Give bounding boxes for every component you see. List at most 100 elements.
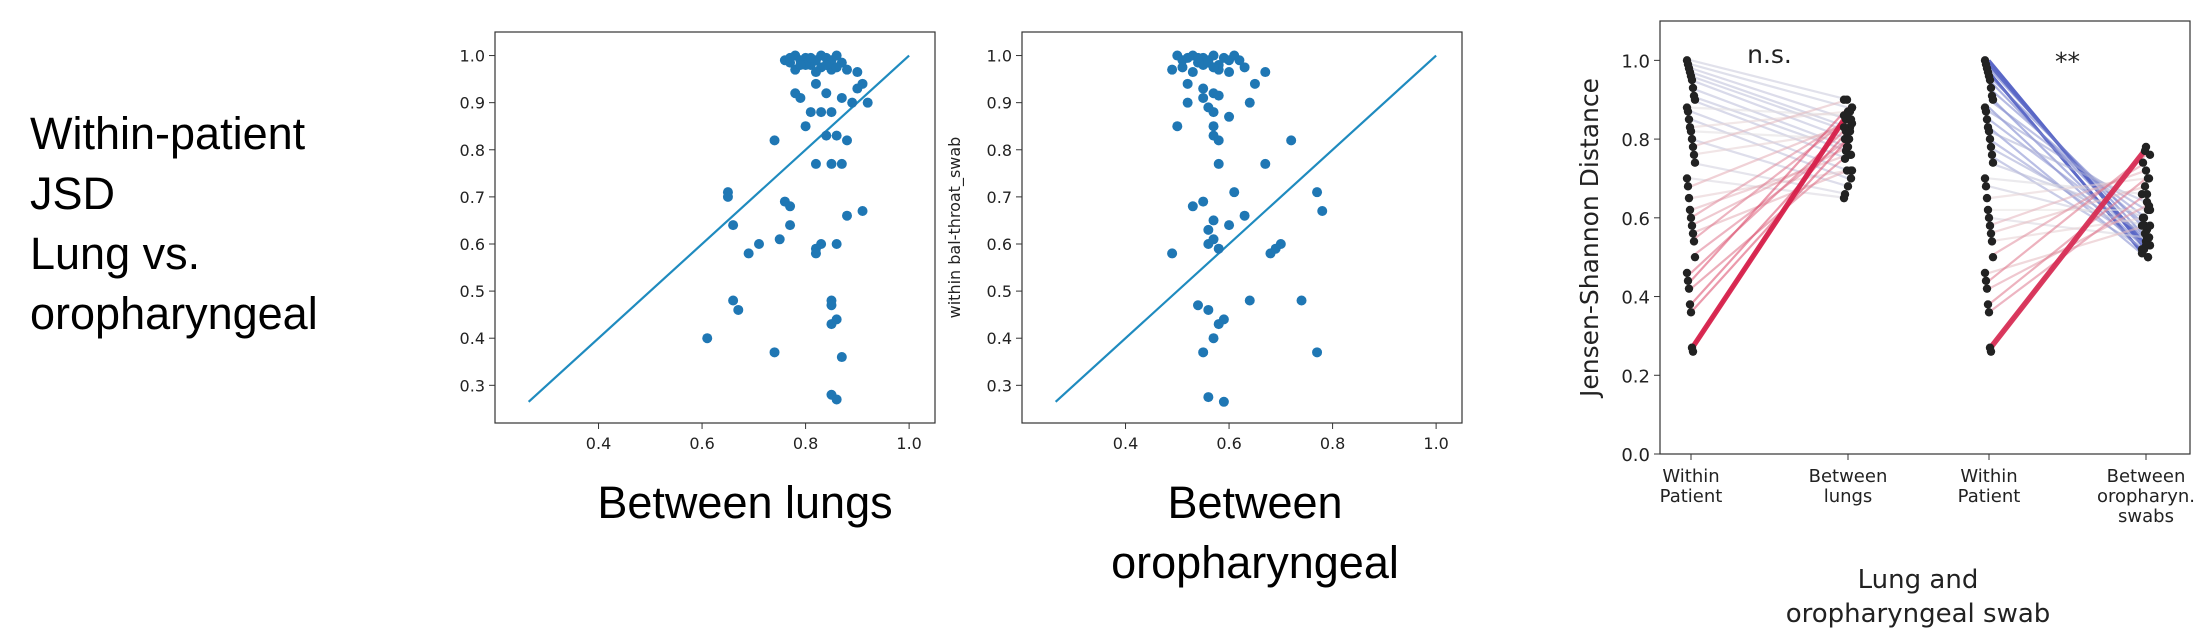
data-point-lungs [836, 92, 847, 103]
x-tick-label-lungs: 1.0 [896, 434, 921, 453]
y-tick-label-oropharyngeal: 0.4 [987, 329, 1012, 348]
data-point-lungs [821, 130, 832, 141]
x-category-label: Patient [1660, 486, 1723, 507]
x-axis-label-jsd-line-2: oropharyngeal swab [1786, 599, 2051, 629]
x-category-label: lungs [1824, 486, 1873, 507]
pair-line-lungs [1690, 177, 1849, 200]
pair-point-lungs-end [1846, 150, 1856, 160]
data-point-oropharyngeal [1203, 238, 1214, 249]
pair-point-oropharyngeal-start [1980, 174, 1990, 183]
pair-point-oropharyngeal-start [1984, 213, 1994, 223]
pair-point-oropharyngeal-start [1983, 205, 1993, 215]
pair-line-oropharyngeal [1988, 161, 2147, 219]
pair-line-lungs [1690, 67, 1849, 121]
pair-point-oropharyngeal-start [1982, 284, 1992, 293]
data-point-oropharyngeal [1177, 62, 1188, 73]
x-tick-label-oropharyngeal: 1.0 [1423, 434, 1448, 453]
data-point-lungs [800, 121, 811, 132]
pair-point-lungs-end [1842, 166, 1852, 175]
pair-point-lungs-start [1685, 300, 1695, 309]
pair-point-lungs-start [1690, 158, 1700, 167]
pair-line-oropharyngeal [1988, 87, 2147, 227]
data-point-lungs [805, 107, 816, 118]
pair-point-oropharyngeal-start [1981, 276, 1991, 285]
data-point-oropharyngeal [1198, 196, 1209, 207]
data-point-lungs [842, 135, 852, 146]
data-point-lungs [831, 394, 842, 405]
data-point-oropharyngeal [1213, 135, 1224, 146]
data-point-oropharyngeal [1244, 97, 1255, 108]
pair-point-oropharyngeal-start [1981, 182, 1991, 191]
y-tick-label-lungs: 0.5 [460, 282, 485, 301]
data-point-lungs [810, 158, 821, 169]
significance-label: ** [2055, 47, 2080, 76]
pair-point-lungs-end [1842, 95, 1852, 104]
x-category-label: swabs [2118, 506, 2174, 527]
pair-point-oropharyngeal-start [1980, 268, 1990, 278]
data-point-oropharyngeal [1193, 52, 1203, 63]
pair-line-lungs [1690, 169, 1849, 235]
data-point-lungs [826, 300, 837, 311]
pair-line-lungs [1690, 71, 1849, 129]
data-point-oropharyngeal [1224, 111, 1235, 122]
y-tick-label-jsd: 0.0 [1621, 445, 1650, 466]
y-tick-label-oropharyngeal: 0.7 [987, 188, 1012, 207]
pair-line-oropharyngeal [1988, 118, 2147, 239]
pair-point-lungs-start [1684, 193, 1694, 203]
pair-line-oropharyngeal [1987, 146, 2148, 349]
axes-frame-lungs [494, 31, 936, 424]
x-category-label: Within [1662, 466, 1719, 487]
y-tick-label-jsd: 0.2 [1621, 366, 1650, 387]
pair-point-oropharyngeal-end [2140, 146, 2150, 156]
pair-line-lungs [1690, 98, 1849, 149]
y-tick-label-lungs: 0.6 [460, 235, 485, 254]
identity-line-lungs [527, 54, 910, 403]
data-point-oropharyngeal [1224, 220, 1235, 231]
pair-point-lungs-end [1844, 134, 1854, 144]
data-point-oropharyngeal [1208, 107, 1219, 118]
data-point-lungs [857, 78, 868, 89]
pair-line-lungs [1690, 110, 1849, 129]
pair-point-oropharyngeal-start [1984, 308, 1994, 317]
pair-point-oropharyngeal-end [2142, 190, 2152, 199]
pair-line-oropharyngeal [1988, 95, 2147, 251]
data-point-oropharyngeal [1317, 206, 1328, 217]
pair-point-oropharyngeal-start [1986, 347, 1996, 356]
side-label-line-1: Within-patient [30, 108, 306, 159]
pair-point-lungs-end [1846, 174, 1856, 183]
x-category-label: oropharyn. [2097, 486, 2195, 507]
data-point-lungs [795, 59, 806, 70]
data-point-lungs [728, 220, 739, 231]
data-point-lungs [831, 50, 842, 61]
data-point-lungs [826, 107, 837, 118]
y-tick-label-jsd: 1.0 [1621, 51, 1650, 72]
data-point-oropharyngeal [1172, 121, 1183, 132]
x-tick-label-oropharyngeal: 0.6 [1216, 434, 1241, 453]
data-point-oropharyngeal [1312, 347, 1323, 358]
data-point-oropharyngeal [1187, 201, 1198, 212]
data-point-oropharyngeal [1208, 50, 1219, 61]
pair-point-oropharyngeal-end [2139, 245, 2149, 254]
pair-point-lungs-start [1686, 308, 1696, 317]
pair-point-oropharyngeal-start [1985, 75, 1995, 85]
y-tick-label-lungs: 0.8 [460, 141, 485, 160]
pair-point-oropharyngeal-end [2139, 213, 2149, 223]
pair-point-lungs-start [1689, 237, 1699, 246]
side-label-line-4: oropharyngeal [30, 288, 318, 339]
pair-point-oropharyngeal-start [1987, 150, 1997, 160]
pair-point-oropharyngeal-end [2138, 158, 2148, 167]
pair-point-lungs-start [1689, 150, 1699, 160]
data-point-lungs [810, 248, 821, 259]
y-tick-label-oropharyngeal: 0.8 [987, 141, 1012, 160]
y-tick-label-oropharyngeal: 0.6 [987, 235, 1012, 254]
data-point-oropharyngeal [1239, 210, 1250, 221]
pair-point-lungs-start [1686, 213, 1696, 223]
pair-point-lungs-start [1690, 252, 1700, 262]
pair-point-lungs-end [1839, 123, 1849, 132]
y-axis-label-jsd: Jensen-Shannon Distance [1575, 78, 1604, 399]
pair-point-lungs-end [1839, 193, 1849, 203]
axes-frame-jsd [1659, 20, 2191, 455]
data-point-lungs [842, 210, 852, 221]
pair-point-oropharyngeal-start [1985, 221, 1995, 230]
pair-point-lungs-end [1845, 127, 1855, 136]
